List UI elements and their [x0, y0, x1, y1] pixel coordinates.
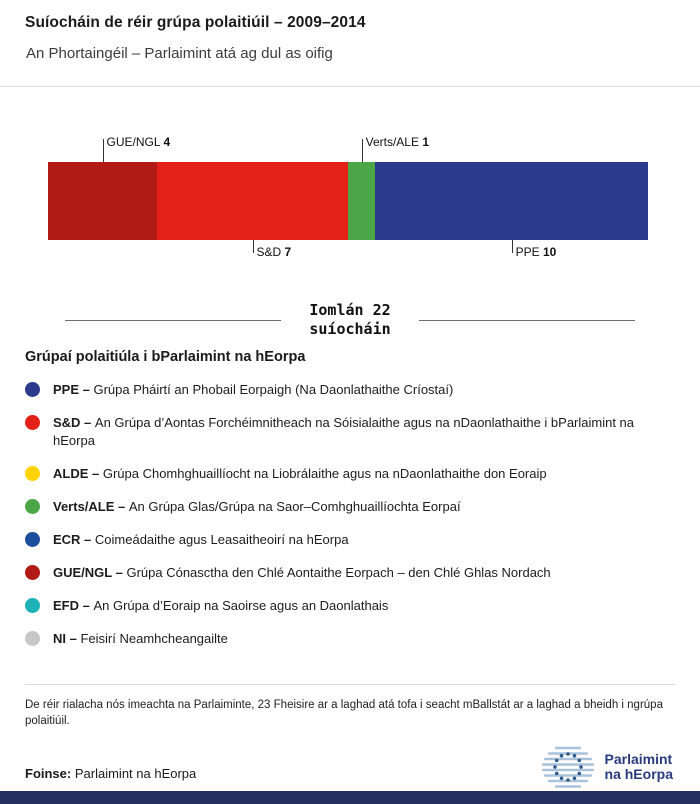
bar-segment-verts-ale [348, 162, 376, 240]
total-seats-line2: suíocháin [309, 320, 391, 338]
total-seats-block: Iomlán 22 suíocháin [65, 301, 635, 339]
legend-dot-efd [25, 598, 40, 613]
header: Suíocháin de réir grúpa polaitiúil – 200… [0, 14, 700, 62]
legend-label-gue-ngl: GUE/NGL – Grúpa Cónasctha den Chlé Aonta… [53, 565, 551, 580]
legend-label-ni: NI – Feisirí Neamhcheangailte [53, 631, 228, 646]
bar-callout-line-ppe [511, 240, 513, 253]
legend-label-alde: ALDE – Grúpa Chomhghuaillíocht na Liobrá… [53, 466, 547, 481]
ep-logo-text-line2: na hEorpa [604, 766, 673, 782]
page-subtitle: An Phortaingéil – Parlaimint atá ag dul … [26, 45, 333, 62]
total-seats-line1: Iomlán 22 [309, 301, 391, 319]
source-value: Parlaimint na hEorpa [74, 766, 197, 781]
legend-list: PPE – Grúpa Pháirtí an Phobail Eorpaigh … [0, 381, 700, 648]
bar-segment-gue-ngl [48, 162, 158, 240]
total-rule-right [418, 319, 635, 321]
legend-item-ppe: PPE – Grúpa Pháirtí an Phobail Eorpaigh … [25, 381, 668, 399]
total-seats-label: Iomlán 22 suíocháin [309, 301, 390, 339]
header-divider [0, 86, 700, 87]
legend-dot-s-d [25, 415, 40, 430]
legend-dot-ni [25, 631, 40, 646]
footer-divider [25, 684, 675, 685]
ep-hemicycle-icon [541, 746, 594, 788]
bar-callout-line-verts-ale [361, 139, 363, 162]
legend-label-efd: EFD – An Grúpa d’Eoraip na Saoirse agus … [53, 598, 389, 613]
bar-segment-ppe [375, 162, 648, 240]
ep-logo-text-line1: Parlaimint [604, 751, 673, 767]
bottom-bar [0, 791, 700, 804]
ep-logo-text: Parlaimint na hEorpa [605, 752, 673, 782]
seats-stacked-bar-chart: GUE/NGL 4 S&D 7 Verts/ALE 1 PPE 10 [0, 129, 700, 269]
bar-label-verts-ale: Verts/ALE 1 [365, 135, 430, 149]
total-rule-left [65, 319, 282, 321]
legend-item-ni: NI – Feisirí Neamhcheangailte [25, 630, 668, 648]
legend-item-alde: ALDE – Grúpa Chomhghuaillíocht na Liobrá… [25, 465, 668, 483]
legend-label-s-d: S&D – An Grúpa d’Aontas Forchéimnitheach… [53, 415, 635, 448]
legend-dot-ppe [25, 382, 40, 397]
bar-segment-s-d [157, 162, 348, 240]
bar-callout-line-gue-ngl [102, 139, 104, 162]
source-line: Foinse: Parlaimint na hEorpa [25, 766, 196, 781]
bar-label-ppe: PPE 10 [515, 245, 557, 259]
page-title: Suíocháin de réir grúpa polaitiúil – 200… [25, 14, 366, 31]
bar-callout-line-s-d [252, 240, 254, 253]
legend-label-verts-ale: Verts/ALE – An Grúpa Glas/Grúpa na Saor–… [53, 499, 461, 514]
footnote: De réir rialacha nós imeachta na Parlaim… [25, 699, 663, 727]
legend-item-efd: EFD – An Grúpa d’Eoraip na Saoirse agus … [25, 597, 668, 615]
bar-label-s-d: S&D 7 [256, 245, 292, 259]
ep-logo: Parlaimint na hEorpa [539, 743, 673, 791]
legend-item-s-d: S&D – An Grúpa d’Aontas Forchéimnitheach… [25, 414, 668, 450]
legend-dot-ecr [25, 532, 40, 547]
legend-heading: Grúpaí polaitiúla i bParlaimint na hEorp… [25, 349, 306, 365]
bar-label-gue-ngl: GUE/NGL 4 [106, 135, 171, 149]
legend-dot-gue-ngl [25, 565, 40, 580]
legend-item-verts-ale: Verts/ALE – An Grúpa Glas/Grúpa na Saor–… [25, 498, 668, 516]
source-row: Foinse: Parlaimint na hEorpa [25, 743, 675, 791]
legend-item-ecr: ECR – Coimeádaithe agus Leasaitheoirí na… [25, 531, 668, 549]
legend-label-ecr: ECR – Coimeádaithe agus Leasaitheoirí na… [53, 532, 349, 547]
legend-dot-alde [25, 466, 40, 481]
legend-item-gue-ngl: GUE/NGL – Grúpa Cónasctha den Chlé Aonta… [25, 564, 668, 582]
legend-label-ppe: PPE – Grúpa Pháirtí an Phobail Eorpaigh … [53, 382, 454, 397]
source-label: Foinse: [25, 766, 72, 781]
legend-dot-verts-ale [25, 499, 40, 514]
